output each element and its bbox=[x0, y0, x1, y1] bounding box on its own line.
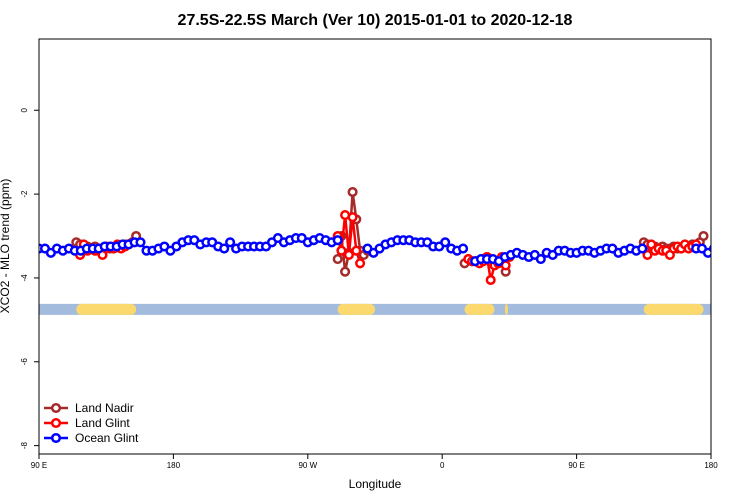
ocean-glint-point bbox=[135, 237, 146, 248]
x-tick-label: 90 E bbox=[568, 461, 584, 470]
ocean-glint-point bbox=[458, 243, 469, 254]
land-segment bbox=[337, 303, 375, 315]
land-glint-point bbox=[355, 258, 366, 269]
y-tick-label: -4 bbox=[20, 274, 29, 282]
x-tick-label: 90 E bbox=[31, 461, 47, 470]
ocean-glint-point bbox=[728, 247, 736, 255]
land-glint-point bbox=[336, 245, 347, 256]
ocean-glint-point bbox=[740, 245, 748, 253]
ocean-glint-point bbox=[702, 247, 711, 258]
land-segment bbox=[464, 303, 495, 315]
x-tick-label: 180 bbox=[704, 461, 718, 470]
legend-marker-ocean-glint bbox=[50, 432, 62, 444]
legend-marker-land-glint bbox=[50, 417, 62, 429]
x-axis: 90 E 180 90 W 0 90 E 180 bbox=[31, 454, 718, 470]
series-layer bbox=[39, 186, 750, 286]
ocean-glint-point bbox=[332, 235, 343, 246]
land-segment bbox=[643, 303, 704, 315]
ocean-glint-point bbox=[535, 254, 546, 265]
land-segment bbox=[504, 303, 508, 315]
legend-label-land-glint: Land Glint bbox=[75, 416, 130, 430]
land-glint-point bbox=[642, 249, 653, 260]
ocean-glint-point bbox=[734, 247, 742, 255]
x-tick-label: 90 W bbox=[298, 461, 317, 470]
ocean-glint-point bbox=[716, 247, 724, 255]
chart-title: 27.5S-22.5S March (Ver 10) 2015-01-01 to… bbox=[178, 12, 573, 29]
plot-frame bbox=[38, 38, 712, 455]
ocean-glint-point bbox=[746, 245, 750, 253]
legend-label-ocean-glint: Ocean Glint bbox=[75, 431, 139, 445]
land-nadir-point bbox=[698, 230, 709, 242]
land-ocean-mask bbox=[39, 303, 711, 315]
land-nadir-point bbox=[340, 266, 351, 277]
ocean-glint-point bbox=[219, 243, 230, 254]
land-glint-point bbox=[343, 249, 354, 260]
ocean-glint-point bbox=[440, 237, 451, 248]
ocean-glint-point bbox=[722, 245, 730, 253]
land-glint-point bbox=[485, 274, 496, 286]
ocean-glint-point bbox=[225, 237, 236, 248]
y-axis: 0 -2 -4 -6 -8 bbox=[20, 107, 39, 449]
y-tick-label: -6 bbox=[20, 358, 29, 366]
legend-label-land-nadir: Land Nadir bbox=[75, 401, 134, 415]
legend-marker-land-nadir bbox=[50, 402, 62, 414]
x-tick-label: 0 bbox=[440, 461, 445, 470]
y-tick-label: 0 bbox=[20, 107, 29, 112]
y-axis-label: XCO2 - MLO trend (ppm) bbox=[0, 179, 12, 314]
y-tick-label: -2 bbox=[20, 190, 29, 198]
ocean-glint-point bbox=[637, 243, 648, 254]
x-tick-label: 180 bbox=[167, 461, 181, 470]
x-axis-label: Longitude bbox=[349, 477, 402, 491]
land-glint-point bbox=[347, 212, 358, 223]
land-nadir-point bbox=[347, 186, 358, 198]
land-nadir-point bbox=[332, 254, 343, 265]
land-segment bbox=[76, 303, 137, 315]
y-tick-label: -8 bbox=[20, 442, 29, 450]
land-glint-point bbox=[351, 245, 362, 256]
